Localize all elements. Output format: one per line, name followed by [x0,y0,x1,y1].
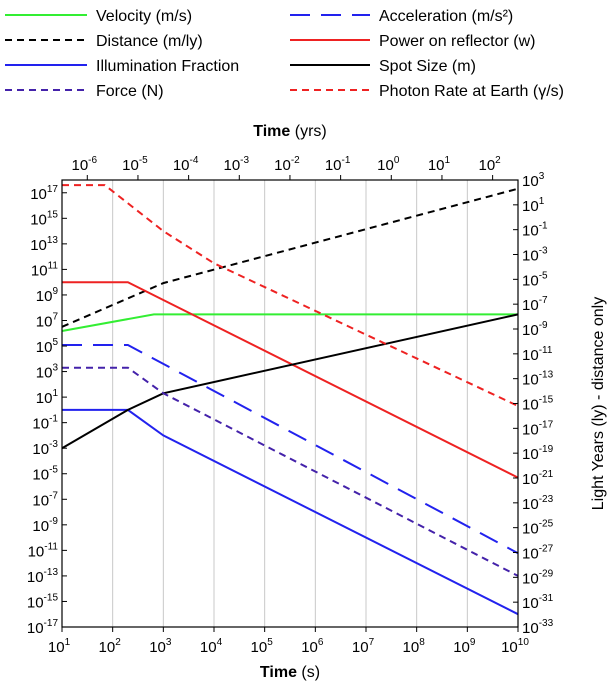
series-line-2 [62,344,519,555]
plot-frame [61,179,519,628]
tick-label-left: 1011 [31,260,59,279]
tick-label-left: 105 [36,337,59,356]
tick-label-left: 10-13 [27,567,59,586]
tick-label-right: 101 [522,196,545,215]
tick-label-right: 10-17 [522,419,554,438]
tick-label-right: 10-33 [522,618,554,637]
tick-label-bottom: 1010 [501,637,529,656]
tick-label-right: 10-5 [522,270,548,289]
tick-label-bottom: 101 [48,637,71,656]
tick-label-right: 10-21 [522,469,554,488]
tick-label-right: 10-9 [522,320,548,339]
tick-label-top: 10-3 [223,155,249,174]
tick-label-left: 10-17 [27,618,59,637]
tick-label-left: 10-3 [32,439,58,458]
tick-label-right: 10-15 [522,395,554,414]
tick-label-right: 103 [522,171,545,190]
tick-label-top: 102 [478,155,501,174]
tick-label-right: 10-7 [522,295,548,314]
legend-label-4: Power on reflector (w) [379,33,536,50]
tick-label-left: 1015 [30,209,58,228]
tick-label-top: 10-2 [274,155,300,174]
series-line-8 [62,184,519,407]
tick-label-top: 101 [428,155,451,174]
tick-label-bottom: 109 [453,637,476,656]
legend-label-7: Force (N) [96,83,164,100]
tick-label-bottom: 106 [301,637,324,656]
series-line-7 [62,366,519,577]
tick-label-left: 10-9 [32,516,58,535]
tick-label-left: 109 [36,286,59,305]
top-axis-title: Time (yrs) [253,123,327,140]
legend-label-2: Acceleration (m/s²) [379,8,513,25]
tick-label-bottom: 105 [251,637,274,656]
tick-label-left: 101 [36,388,59,407]
tick-label-bottom: 104 [200,637,223,656]
series-line-5 [62,408,519,616]
tick-label-left: 10-1 [32,414,58,433]
tick-label-top: 10-5 [122,155,148,174]
chart-series-group [61,184,519,616]
legend-label-8: Photon Rate at Earth (γ/s) [379,83,564,100]
tick-label-bottom: 103 [149,637,172,656]
legend-label-5: Illumination Fraction [96,58,239,75]
axis-tick-labels: 101 102 103 104 105 106 107 108 109 1010 10-6 10-5 1… [27,155,554,656]
right-axis-title: Light Years (ly) - distance only [590,297,607,510]
tick-label-right: 10-19 [522,444,554,463]
tick-label-top: 10-4 [173,155,199,174]
legend-label-1: Velocity (m/s) [96,8,192,25]
tick-label-top: 10-1 [325,155,351,174]
tick-label-right: 10-13 [522,370,554,389]
tick-label-right: 10-11 [522,345,553,364]
series-line-4 [62,281,519,479]
tick-label-right: 10-29 [522,568,554,587]
tick-label-top: 100 [377,155,400,174]
tick-label-left: 10-15 [27,592,59,611]
legend-label-6: Spot Size (m) [379,58,476,75]
legend-label-3: Distance (m/ly) [96,33,203,50]
chart-legend: Velocity (m/s) Acceleration (m/s²) Distanc… [5,8,564,100]
tick-label-left: 1013 [30,235,58,254]
bottom-axis-title: Time (s) [260,664,320,681]
tick-label-right: 10-3 [522,246,548,265]
chart-gridlines [112,180,468,627]
tick-label-right: 10-27 [522,544,554,563]
tick-label-right: 10-25 [522,519,554,538]
tick-label-left: 103 [36,363,59,382]
tick-label-right: 10-23 [522,494,554,513]
tick-label-left: 10-7 [32,490,58,509]
axis-ticks [61,175,519,632]
tick-label-left: 107 [36,311,59,330]
tick-label-bottom: 107 [352,637,375,656]
series-line-6 [61,313,519,450]
tick-label-left: 10-11 [28,541,59,560]
tick-label-right: 10-1 [522,221,548,240]
series-line-3 [61,187,519,328]
tick-label-top: 10-6 [71,155,97,174]
series-line-1 [61,313,518,332]
tick-label-right: 10-31 [522,593,554,612]
tick-label-bottom: 102 [99,637,122,656]
tick-label-bottom: 108 [403,637,426,656]
tick-label-left: 10-5 [32,465,58,484]
tick-label-left: 1017 [30,184,58,203]
